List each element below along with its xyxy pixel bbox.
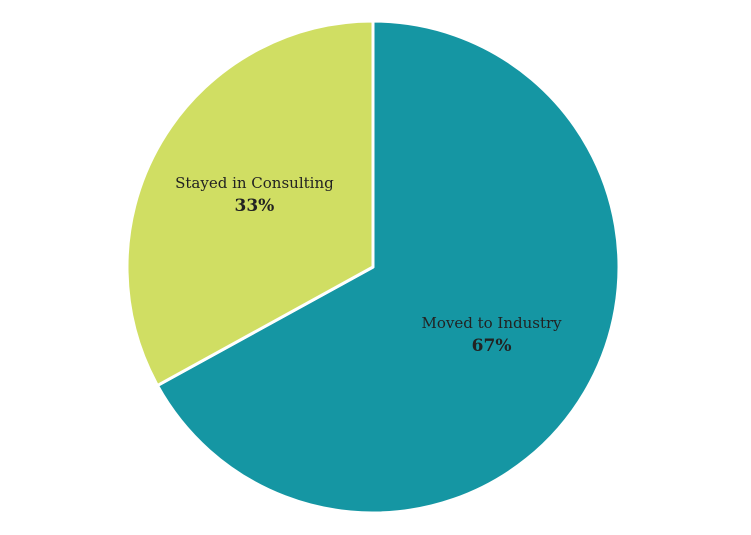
slice-label: Moved to Industry — [421, 314, 562, 332]
pie-labels: Moved to Industry 67% Stayed in Consulting… — [175, 174, 562, 356]
slice-label: Stayed in Consulting — [175, 174, 334, 192]
slice-value-label: 67% — [472, 336, 512, 356]
pie-slice-moved-to-industry — [155, 19, 621, 515]
slice-value-label: 33% — [235, 196, 275, 216]
pie-slice-stayed-in-consulting — [125, 19, 375, 388]
pie-slices — [125, 19, 621, 515]
